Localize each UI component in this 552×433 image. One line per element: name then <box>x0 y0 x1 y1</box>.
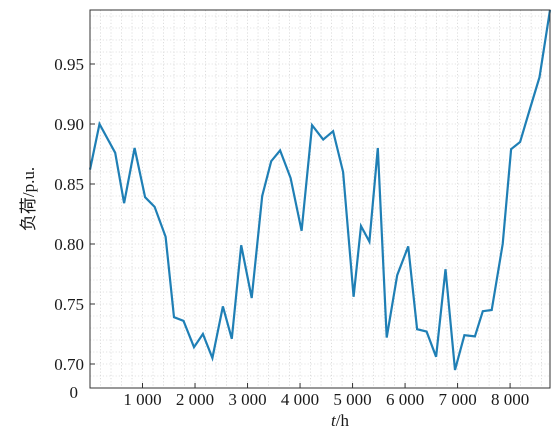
series-group <box>88 9 552 371</box>
x-tick-label: 5 000 <box>333 390 371 409</box>
x-axis-label-unit: /h <box>336 411 350 428</box>
y-axis-label: 负荷/p.u. <box>19 167 38 231</box>
x-tick-label: 2 000 <box>176 390 214 409</box>
y-tick-labels: 0.70 0.75 0.80 0.85 0.90 0.95 <box>54 55 84 374</box>
y-tick-label: 0.70 <box>54 355 84 374</box>
x-tick-labels: 1 000 2 000 3 000 4 000 5 000 6 000 7 000 8 000… <box>70 383 530 409</box>
x-tick-label: 4 000 <box>281 390 319 409</box>
x-axis-label-variable: t <box>331 411 337 428</box>
y-tick-label: 0.95 <box>54 55 84 74</box>
plot-frame <box>89 9 551 389</box>
y-tick-label: 0.85 <box>54 175 84 194</box>
y-tick-label: 0.90 <box>54 115 84 134</box>
x-tick-label: 7 000 <box>438 390 476 409</box>
x-tick-label: 8 000 <box>491 390 529 409</box>
y-tick-label: 0.75 <box>54 295 84 314</box>
x-origin-label: 0 <box>70 383 79 402</box>
grid-lines <box>90 10 550 388</box>
x-tick-label: 3 000 <box>228 390 266 409</box>
x-axis-label: t/h <box>331 411 349 428</box>
tick-marks <box>90 63 511 388</box>
series-line <box>88 9 552 371</box>
x-tick-label: 6 000 <box>386 390 424 409</box>
x-tick-label: 1 000 <box>123 390 161 409</box>
y-tick-label: 0.80 <box>54 235 84 254</box>
